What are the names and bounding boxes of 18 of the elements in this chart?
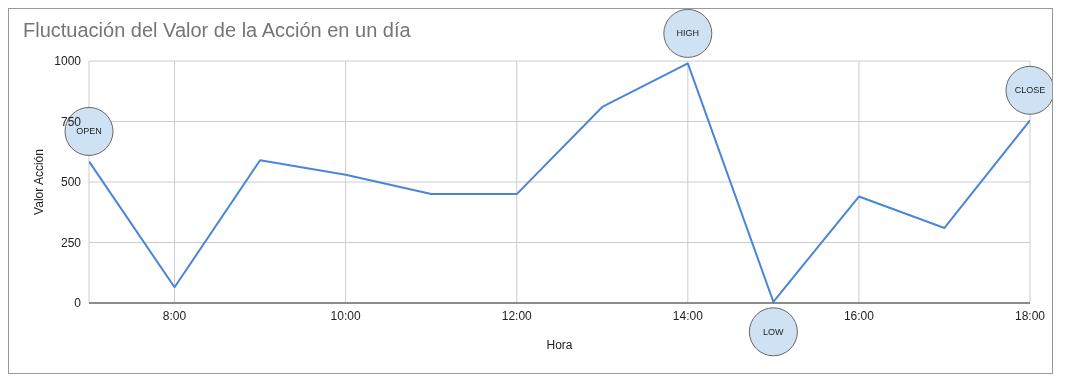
annotation: CLOSE [1014, 85, 1046, 96]
chart-title: Fluctuación del Valor de la Acción en un día [23, 19, 411, 42]
x-tick-label: 10:00 [330, 308, 361, 323]
x-tick-label: 14:00 [672, 308, 704, 323]
annotation: LOW [763, 326, 785, 337]
x-tick-label: 16:00 [843, 308, 875, 323]
y-tick-label: 1000 [54, 54, 82, 69]
y-tick-label: 500 [60, 175, 82, 190]
y-axis-title: Valor Acción [32, 149, 47, 215]
annotation: OPEN [76, 126, 102, 137]
x-axis-title: Hora [546, 338, 573, 352]
x-tick-label: 8:00 [162, 308, 187, 323]
y-tick-label: 250 [60, 235, 82, 250]
y-tick-label: 0 [74, 296, 82, 311]
annotation: HIGH [676, 28, 700, 39]
x-tick-label: 18:00 [1014, 308, 1046, 323]
x-tick-label: 12:00 [501, 308, 533, 323]
y-tick-label: 750 [60, 114, 82, 129]
